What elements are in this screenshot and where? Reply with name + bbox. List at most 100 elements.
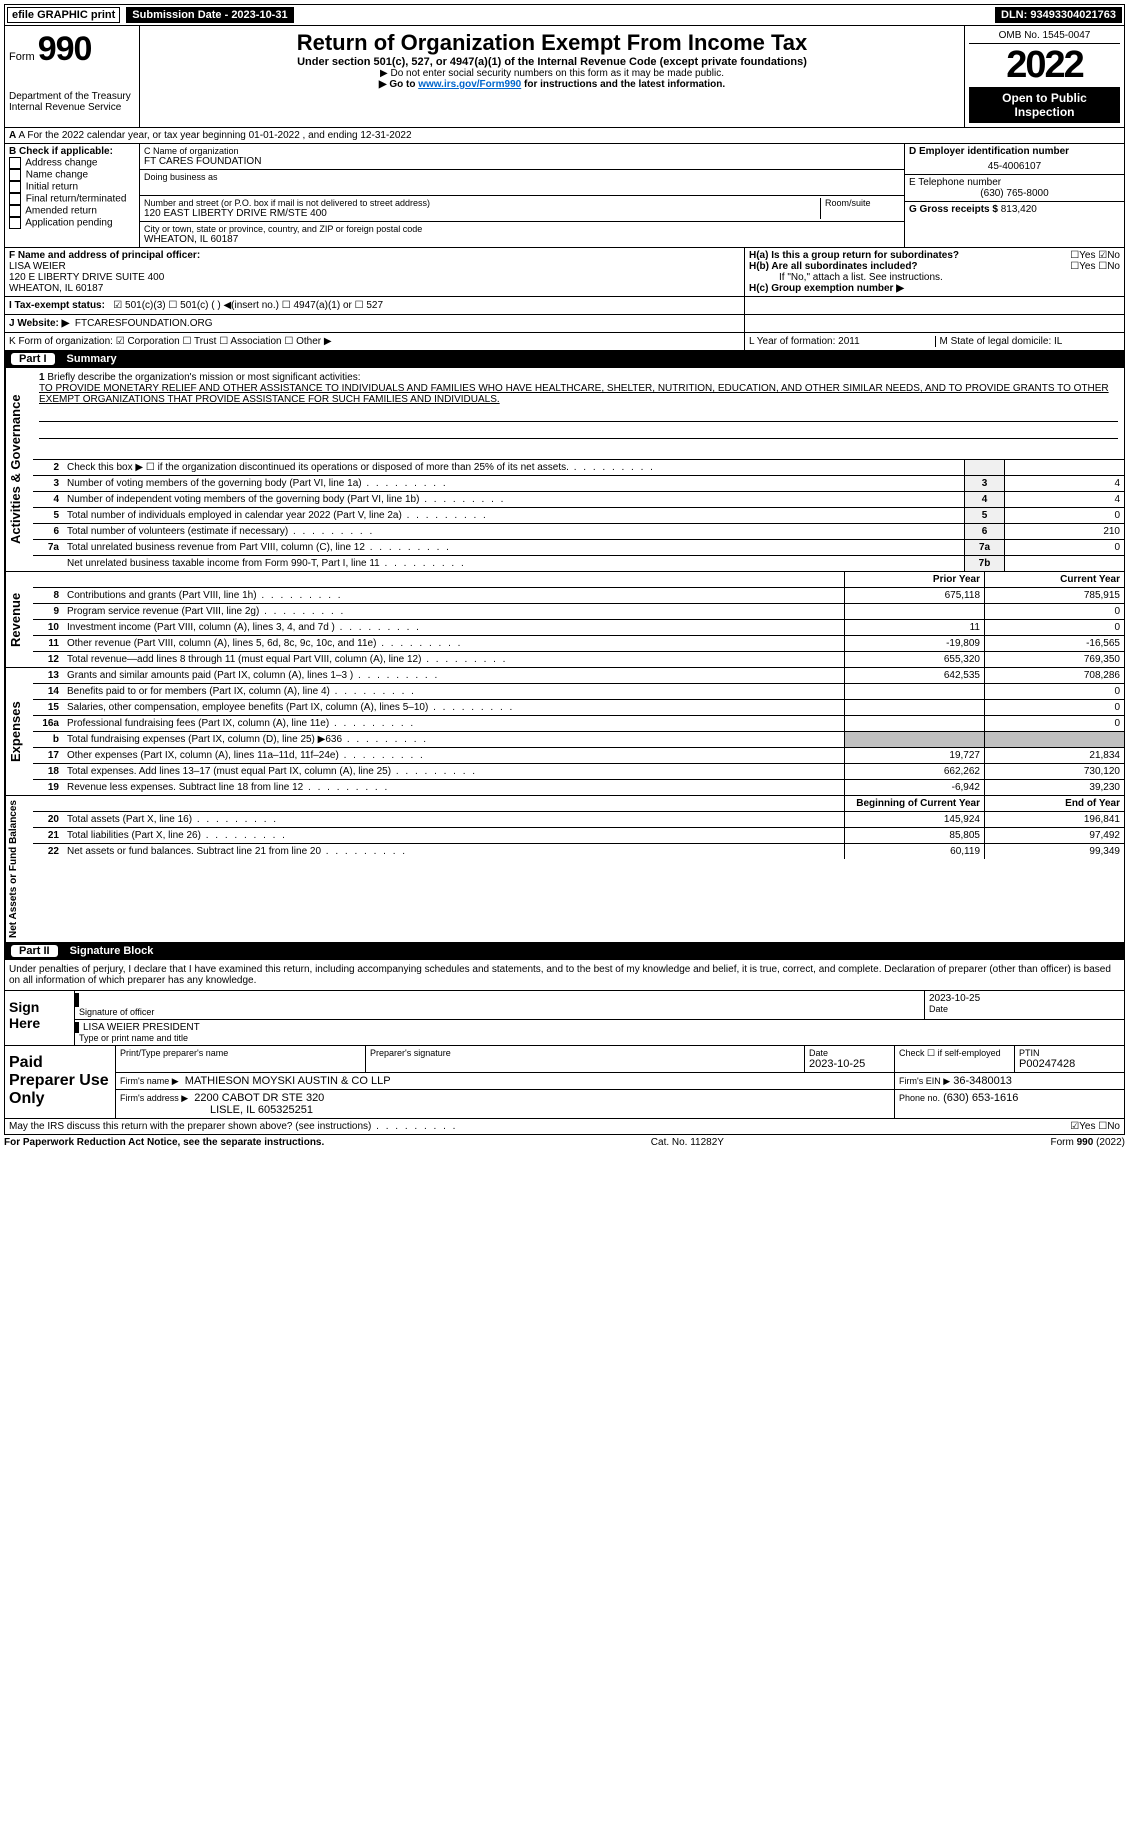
section-governance: Activities & Governance 1 Briefly descri… (4, 368, 1125, 572)
form-header: Form 990 Department of the Treasury Inte… (4, 26, 1125, 128)
line-17: 17Other expenses (Part IX, column (A), l… (33, 748, 1124, 764)
line-20: 20Total assets (Part X, line 16)145,9241… (33, 812, 1124, 828)
officer-addr1: 120 E LIBERTY DRIVE SUITE 400 (9, 272, 164, 283)
line-22: 22Net assets or fund balances. Subtract … (33, 844, 1124, 859)
row-a-text: A For the 2022 calendar year, or tax yea… (18, 130, 411, 141)
prep-name-hdr: Print/Type preparer's name (120, 1048, 361, 1058)
block-bcde: B Check if applicable: Address change Na… (4, 144, 1125, 248)
mission-block: 1 Briefly describe the organization's mi… (33, 368, 1124, 460)
line-12: 12Total revenue—add lines 8 through 11 (… (33, 652, 1124, 667)
omb-no: OMB No. 1545-0047 (969, 30, 1120, 44)
footer-right: Form 990 (2022) (1051, 1137, 1125, 1148)
checkbox-name-change[interactable]: Name change (9, 169, 135, 181)
paid-preparer-block: Paid Preparer Use Only Print/Type prepar… (4, 1046, 1125, 1119)
website-val: FTCARESFOUNDATION.ORG (75, 318, 213, 329)
firm-addr1: 2200 CABOT DR STE 320 (194, 1092, 324, 1104)
irs-link[interactable]: www.irs.gov/Form990 (418, 79, 521, 90)
gov-line-3: 3Number of voting members of the governi… (33, 476, 1124, 492)
section-expenses: Expenses 13Grants and similar amounts pa… (4, 668, 1125, 796)
prep-sig-hdr: Preparer's signature (370, 1048, 800, 1058)
line-18: 18Total expenses. Add lines 13–17 (must … (33, 764, 1124, 780)
row-klm: K Form of organization: ☑ Corporation ☐ … (4, 333, 1125, 351)
firm-ein: 36-3480013 (953, 1075, 1012, 1087)
form-number: Form 990 (9, 30, 135, 69)
tax-year: 2022 (969, 44, 1120, 87)
part1-title: Summary (67, 353, 117, 365)
ptin-val: P00247428 (1019, 1058, 1120, 1070)
firm-phone: (630) 653-1616 (943, 1092, 1018, 1104)
sig-declaration: Under penalties of perjury, I declare th… (4, 960, 1125, 991)
ein-val: 45-4006107 (909, 161, 1120, 172)
line-9: 9Program service revenue (Part VIII, lin… (33, 604, 1124, 620)
checkbox-application-pending[interactable]: Application pending (9, 217, 135, 229)
rev-header-row: Prior Year Current Year (33, 572, 1124, 588)
hc-label: H(c) Group exemption number ▶ (749, 283, 904, 294)
boy-hdr: Beginning of Current Year (844, 796, 984, 811)
dept-treasury: Department of the Treasury (9, 91, 135, 102)
section-net: Net Assets or Fund Balances Beginning of… (4, 796, 1125, 943)
gov-line-5: 5Total number of individuals employed in… (33, 508, 1124, 524)
sig-date: 2023-10-25 (929, 993, 1120, 1004)
gov-line-2: 2Check this box ▶ ☐ if the organization … (33, 460, 1124, 476)
paid-label: Paid Preparer Use Only (5, 1046, 115, 1118)
checkbox-initial-return[interactable]: Initial return (9, 181, 135, 193)
net-header-row: Beginning of Current Year End of Year (33, 796, 1124, 812)
firm-addr-label: Firm's address ▶ (120, 1093, 188, 1103)
officer-name: LISA WEIER (9, 261, 66, 272)
phone-val: (630) 765-8000 (909, 188, 1120, 199)
gov-line-: Net unrelated business taxable income fr… (33, 556, 1124, 571)
tax-status-opts: ☑ 501(c)(3) ☐ 501(c) ( ) ◀(insert no.) ☐… (113, 300, 383, 311)
form-org: K Form of organization: ☑ Corporation ☐ … (5, 333, 744, 350)
col-b-title: B Check if applicable: (9, 146, 113, 157)
form-no-big: 990 (38, 30, 92, 68)
col-b: B Check if applicable: Address change Na… (5, 144, 140, 247)
gross-val: 813,420 (1001, 204, 1037, 215)
firm-name: MATHIESON MOYSKI AUSTIN & CO LLP (185, 1075, 391, 1087)
goto-pre: ▶ Go to (379, 79, 418, 90)
line-8: 8Contributions and grants (Part VIII, li… (33, 588, 1124, 604)
discuss-q: May the IRS discuss this return with the… (9, 1121, 457, 1132)
col-deg: D Employer identification number 45-4006… (904, 144, 1124, 247)
tax-status-label: I Tax-exempt status: (9, 300, 105, 311)
eoy-hdr: End of Year (984, 796, 1124, 811)
line-21: 21Total liabilities (Part X, line 26)85,… (33, 828, 1124, 844)
ssn-note: ▶ Do not enter social security numbers o… (144, 68, 960, 79)
sig-date-label: Date (929, 1004, 1120, 1014)
prep-date-hdr: Date (809, 1048, 890, 1058)
dln: DLN: 93493304021763 (995, 7, 1122, 23)
prior-year-hdr: Prior Year (844, 572, 984, 587)
sig-decl-text: Under penalties of perjury, I declare th… (9, 964, 1111, 986)
checkbox-final-return-terminated[interactable]: Final return/terminated (9, 193, 135, 205)
efile-badge: efile GRAPHIC print (7, 7, 120, 23)
part2-header: Part II Signature Block (4, 943, 1125, 960)
addr-label: Number and street (or P.O. box if mail i… (144, 198, 820, 208)
line-19: 19Revenue less expenses. Subtract line 1… (33, 780, 1124, 795)
checkbox-amended-return[interactable]: Amended return (9, 205, 135, 217)
year-formation: L Year of formation: 2011 (749, 336, 935, 347)
sig-officer-label: Signature of officer (79, 1007, 920, 1017)
discuss-row: May the IRS discuss this return with the… (4, 1119, 1125, 1135)
vlabel-exp: Expenses (5, 668, 33, 795)
row-i: I Tax-exempt status: ☑ 501(c)(3) ☐ 501(c… (4, 297, 1125, 315)
col-c: C Name of organization FT CARES FOUNDATI… (140, 144, 904, 247)
sign-here-label: Sign Here (5, 991, 75, 1045)
room-label: Room/suite (825, 198, 900, 208)
sign-here-block: Sign Here Signature of officer 2023-10-2… (4, 991, 1125, 1046)
part1-num: Part I (11, 353, 55, 365)
gov-line-6: 6Total number of volunteers (estimate if… (33, 524, 1124, 540)
dba-label: Doing business as (144, 172, 900, 182)
footer-cat: Cat. No. 11282Y (651, 1137, 724, 1148)
city-label: City or town, state or province, country… (144, 224, 900, 234)
firm-label: Firm's name ▶ (120, 1076, 179, 1086)
mission-label: Briefly describe the organization's miss… (47, 372, 360, 383)
website-label: J Website: ▶ (9, 318, 69, 329)
checkbox-address-change[interactable]: Address change (9, 157, 135, 169)
line-b: bTotal fundraising expenses (Part IX, co… (33, 732, 1124, 748)
section-revenue: Revenue Prior Year Current Year 8Contrib… (4, 572, 1125, 668)
footer-left: For Paperwork Reduction Act Notice, see … (4, 1137, 324, 1148)
block-fh: F Name and address of principal officer:… (4, 248, 1125, 297)
discuss-a: ☑Yes ☐No (1070, 1121, 1120, 1132)
line-10: 10Investment income (Part VIII, column (… (33, 620, 1124, 636)
goto-note: ▶ Go to www.irs.gov/Form990 for instruct… (144, 79, 960, 90)
state-domicile: M State of legal domicile: IL (935, 336, 1121, 347)
